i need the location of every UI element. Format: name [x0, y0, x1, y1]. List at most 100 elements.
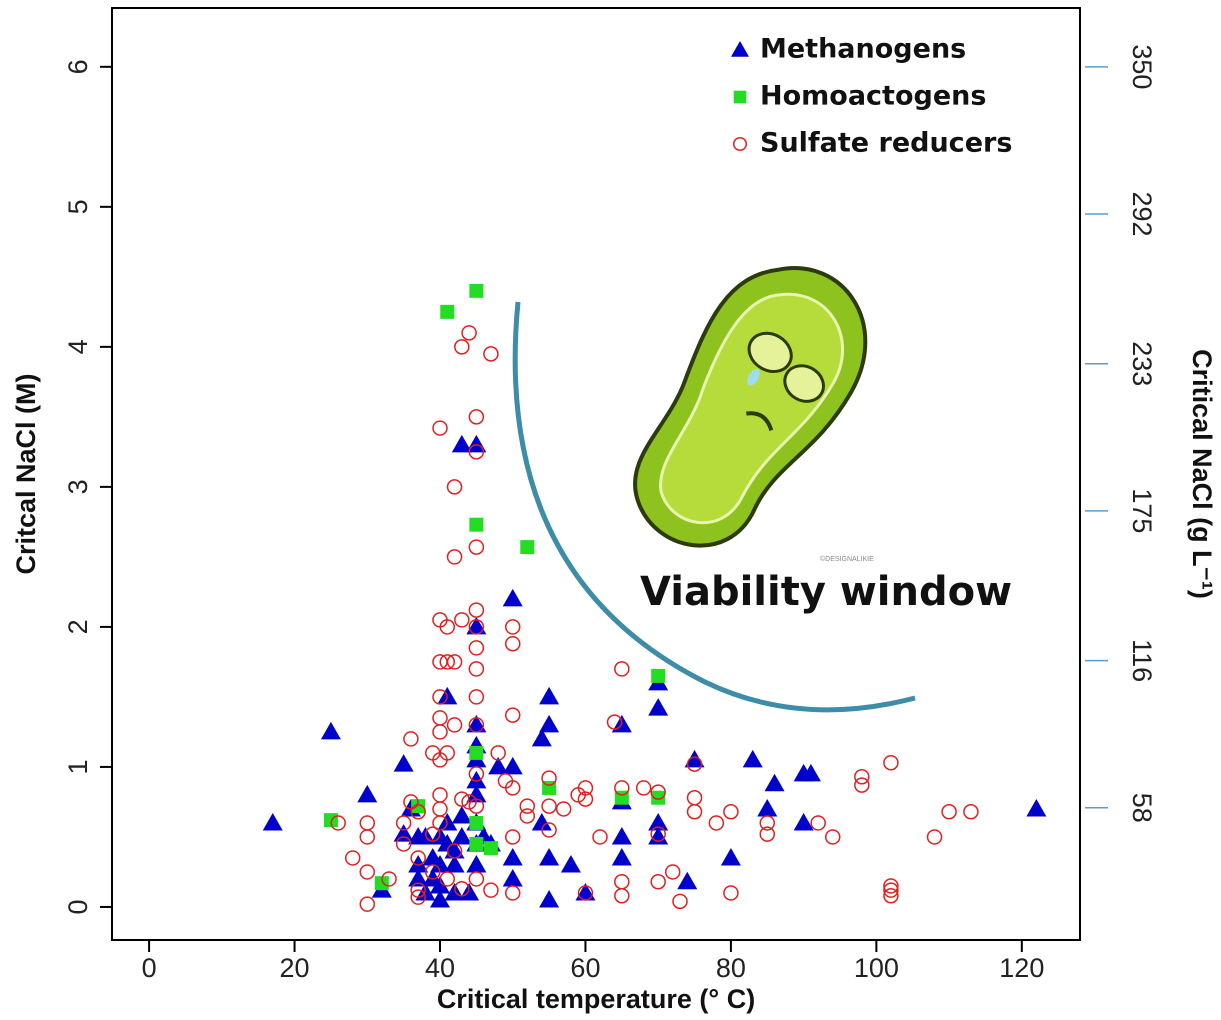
- point: [320, 721, 341, 740]
- viability-arc: [512, 301, 916, 713]
- x-tick-label: 40: [425, 953, 455, 983]
- point: [539, 686, 560, 705]
- point: [444, 840, 465, 859]
- point: [793, 812, 814, 831]
- point: [466, 616, 487, 635]
- x-axis-label: Critical temperature (° C): [437, 984, 755, 1014]
- point: [439, 619, 456, 635]
- point: [611, 847, 632, 866]
- point: [359, 864, 376, 880]
- point: [483, 841, 498, 856]
- point: [539, 847, 560, 866]
- point: [539, 889, 560, 908]
- x-tick-label: 20: [280, 953, 310, 983]
- point: [410, 889, 426, 905]
- point: [410, 882, 426, 898]
- point: [446, 549, 463, 565]
- point: [461, 325, 477, 341]
- point: [454, 339, 470, 355]
- point: [439, 745, 456, 761]
- y-tick-label: 6: [63, 59, 93, 74]
- point: [686, 756, 703, 772]
- y2-tick-label: 292: [1127, 192, 1157, 237]
- point: [451, 826, 472, 845]
- point: [446, 654, 463, 670]
- point: [614, 780, 630, 796]
- y2-tick-label: 233: [1127, 341, 1157, 386]
- point: [575, 882, 596, 901]
- point: [539, 714, 560, 733]
- credit: ©DESIGNALIKIE: [820, 555, 874, 563]
- point: [531, 728, 552, 747]
- point: [926, 829, 943, 845]
- point: [504, 707, 521, 723]
- point: [757, 798, 778, 817]
- point: [439, 654, 456, 670]
- point: [432, 420, 448, 436]
- point: [468, 871, 485, 887]
- point: [469, 745, 484, 760]
- point: [1026, 798, 1047, 817]
- point: [686, 789, 703, 806]
- point: [541, 822, 557, 838]
- point: [454, 791, 470, 807]
- point: [408, 854, 429, 873]
- point: [469, 815, 484, 830]
- point: [531, 812, 552, 831]
- point: [723, 885, 739, 901]
- y-tick-label: 3: [63, 479, 93, 494]
- point: [519, 808, 536, 824]
- y2-tick-label: 175: [1127, 488, 1157, 533]
- point: [403, 731, 419, 747]
- point: [672, 893, 688, 910]
- point: [651, 668, 666, 683]
- point: [611, 826, 632, 845]
- point: [488, 756, 509, 775]
- point: [504, 780, 521, 796]
- point: [424, 864, 441, 880]
- point: [520, 540, 535, 555]
- legend-label: Methanogens: [760, 34, 966, 65]
- point: [854, 768, 870, 785]
- point: [403, 794, 419, 810]
- point: [393, 824, 414, 842]
- y2-tick-label: 116: [1127, 639, 1157, 682]
- point: [555, 801, 572, 817]
- point: [410, 803, 426, 820]
- point: [708, 815, 725, 831]
- point: [446, 479, 463, 495]
- y-tick-label: 5: [63, 199, 93, 214]
- point: [592, 829, 608, 845]
- point: [469, 283, 484, 298]
- point: [468, 766, 485, 782]
- point: [468, 661, 485, 677]
- point: [800, 763, 821, 782]
- point: [541, 770, 557, 786]
- point: [444, 854, 465, 873]
- point: [374, 876, 389, 891]
- point: [606, 714, 623, 730]
- point: [466, 854, 487, 873]
- y2-axis-label: Critical NaCl (g L⁻¹): [1187, 349, 1217, 599]
- point: [519, 798, 536, 814]
- point: [468, 602, 485, 618]
- point: [468, 409, 485, 425]
- point: [650, 826, 666, 842]
- point: [432, 689, 448, 705]
- y-tick-label: 1: [63, 759, 93, 774]
- point: [577, 791, 594, 807]
- point: [440, 304, 455, 319]
- point: [446, 843, 463, 859]
- point: [759, 815, 776, 831]
- point: [677, 871, 698, 890]
- legend-marker: [731, 41, 749, 57]
- annotation: Viability window: [640, 569, 1012, 615]
- point: [357, 784, 378, 803]
- point: [560, 854, 581, 873]
- point: [393, 754, 414, 772]
- point: [430, 889, 450, 908]
- point: [684, 749, 705, 768]
- bacterium-illustration: [633, 266, 868, 548]
- point: [468, 444, 485, 460]
